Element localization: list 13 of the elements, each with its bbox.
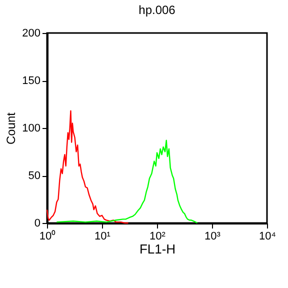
y-tick-label: 200 (22, 28, 40, 40)
x-tick-label: 10⁴ (259, 230, 276, 242)
y-tick-label: 0 (34, 218, 40, 230)
y-tick-label: 150 (22, 75, 40, 87)
y-tick-label: 100 (22, 122, 40, 134)
y-axis-title: Count (4, 112, 18, 145)
x-tick-label: 10⁰ (39, 230, 56, 242)
y-tick-label: 50 (28, 170, 40, 182)
x-tick-label: 10² (150, 230, 166, 242)
x-tick-label: 10³ (204, 230, 221, 242)
chart-title: hp.006 (138, 3, 176, 17)
x-tick-label: 10¹ (94, 230, 111, 242)
x-axis-title: FL1-H (139, 242, 176, 256)
